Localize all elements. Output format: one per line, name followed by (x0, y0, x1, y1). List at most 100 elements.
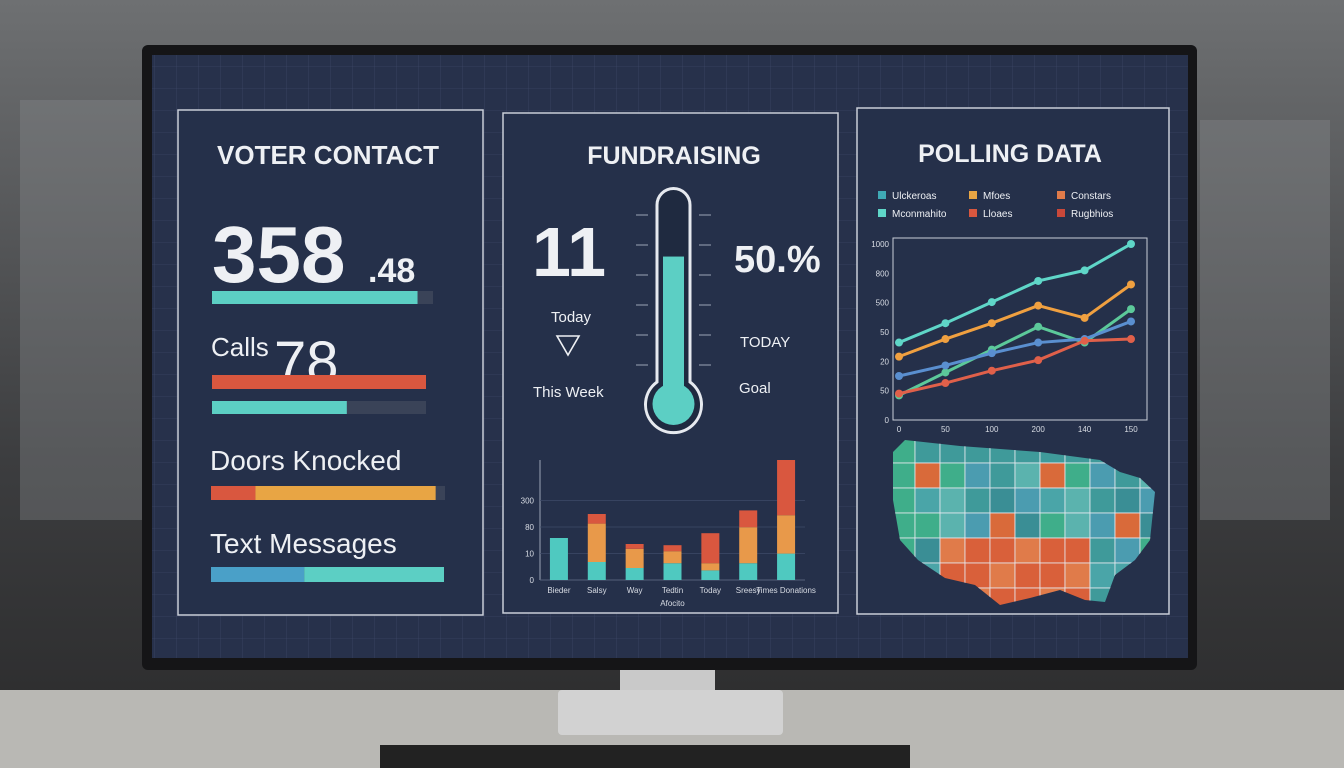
legend-swatch (878, 209, 886, 217)
x-tick-label: 0 (897, 425, 902, 434)
line-point (895, 389, 903, 398)
progress-segment (304, 567, 444, 582)
map-region (1039, 487, 1066, 514)
x-tick-label: 200 (1032, 425, 1046, 434)
bar-segment (701, 570, 720, 580)
legend-label: Ulckeroas (892, 191, 936, 202)
bar-segment (777, 460, 796, 516)
map-region (1089, 562, 1116, 589)
bar-segment (663, 563, 682, 580)
thermometer-bulb (652, 383, 695, 425)
legend-label: Rugbhios (1071, 209, 1113, 220)
map-region (1089, 512, 1116, 539)
panel-title: POLLING DATA (918, 140, 1102, 168)
line-point (987, 319, 996, 328)
map-region (964, 537, 991, 564)
y-axis-label: 80 (525, 523, 534, 532)
legend-swatch (969, 209, 977, 217)
metric-label: Calls (211, 332, 269, 362)
line (898, 242, 1132, 344)
legend-label: Mfoes (983, 191, 1010, 202)
line (898, 337, 1132, 396)
map-region (939, 537, 966, 564)
map-region (989, 487, 1016, 514)
map-region (1039, 562, 1066, 589)
line (898, 320, 1132, 378)
map-region (1089, 462, 1116, 489)
metric-label: Doors Knocked (210, 445, 401, 476)
map-region (964, 512, 991, 539)
map-region (1064, 562, 1091, 589)
bar-segment (625, 568, 644, 580)
map-region (989, 562, 1016, 589)
progress-segment (212, 375, 426, 389)
map-region (914, 512, 941, 539)
line-point (1080, 266, 1089, 275)
today-label: TODAY (740, 334, 790, 351)
map-region (939, 462, 966, 489)
count-label: Today (551, 309, 592, 326)
legend-swatch (1057, 209, 1065, 217)
line-point (895, 372, 903, 380)
thermometer-fill (663, 256, 684, 395)
line-point (941, 361, 950, 370)
bar-segment (587, 562, 606, 580)
map-region (1014, 487, 1041, 514)
y-axis-label: 50 (880, 387, 889, 396)
line-point (1127, 305, 1135, 314)
map-region (939, 487, 966, 514)
y-axis-label: 20 (880, 357, 889, 366)
line-point (1080, 313, 1089, 322)
x-tick-label: Way (627, 586, 643, 595)
progress-segment (212, 291, 418, 304)
map-region (1064, 462, 1091, 489)
map-region (1039, 512, 1066, 539)
y-axis-label: 10 (525, 550, 534, 559)
count: 11 (532, 213, 606, 291)
line-point (1127, 240, 1135, 248)
legend-label: Constars (1071, 191, 1111, 202)
plot-frame (892, 237, 1148, 421)
legend-label: Lloaes (983, 209, 1012, 220)
map-region (914, 462, 941, 489)
map-region (939, 512, 966, 539)
bar-segment (587, 523, 606, 562)
map-region (1039, 462, 1066, 489)
legend-swatch (878, 191, 886, 199)
map-region (914, 487, 941, 514)
bar-segment (625, 548, 644, 568)
triangle-icon (555, 335, 581, 357)
map-region (964, 487, 991, 514)
y-axis-label: 800 (876, 269, 890, 278)
map-region (964, 462, 991, 489)
y-axis-label: 50 (880, 328, 889, 337)
x-tick-label: 100 (985, 425, 999, 434)
big-decimal: .48 (368, 252, 415, 290)
map-region (1089, 487, 1116, 514)
map-region (914, 537, 941, 564)
legend-label: Mconmahito (892, 209, 947, 220)
bar-segment (701, 533, 720, 564)
bar-segment (777, 553, 796, 580)
map-region (989, 537, 1016, 564)
map-region (989, 512, 1016, 539)
line-point (1127, 335, 1135, 344)
x-tick-label: Times Donations (756, 586, 816, 595)
x-axis-label: Afocito (660, 599, 685, 608)
bar-segment (701, 563, 720, 571)
map-region (1114, 537, 1141, 564)
progress-segment (255, 486, 436, 500)
week-label: This Week (533, 384, 604, 401)
bar-segment (663, 551, 682, 564)
keyboard (380, 745, 910, 768)
map-region (1114, 487, 1141, 514)
progress-segment (212, 401, 347, 414)
panel-title: FUNDRAISING (587, 142, 761, 170)
progress-segment (211, 567, 305, 582)
line-point (1034, 338, 1043, 347)
map-region (1064, 512, 1091, 539)
map-region (1014, 562, 1041, 589)
map-region (1014, 462, 1041, 489)
panel-title: VOTER CONTACT (217, 140, 439, 170)
